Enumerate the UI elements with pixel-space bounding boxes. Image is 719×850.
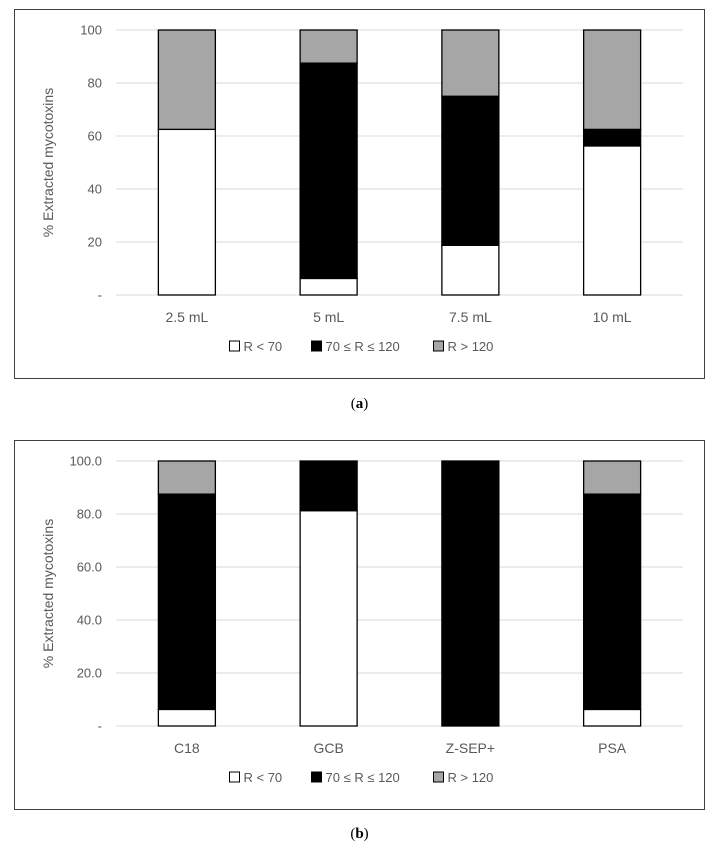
x-tick-label: 5 mL [313, 309, 344, 325]
bar-segment [582, 128, 642, 147]
bar-segment [157, 493, 217, 711]
bar-segment [582, 29, 642, 131]
legend-label: R < 70 [244, 339, 283, 354]
legend-swatch [433, 340, 444, 352]
bar-segment [582, 145, 642, 296]
bar-segment [299, 510, 358, 727]
bar-segment [157, 29, 217, 131]
y-tick-label: 40 [88, 182, 102, 197]
bar-segment [157, 460, 217, 495]
y-tick-label: - [98, 288, 102, 303]
x-tick-label: GCB [313, 740, 343, 756]
legend-swatch [311, 771, 322, 783]
legend-swatch [433, 771, 444, 783]
y-tick-label: 80 [88, 76, 102, 91]
bar-segment [441, 244, 500, 296]
bar-segment [157, 128, 217, 296]
bar-segment [441, 460, 500, 727]
y-tick-label: 80.0 [77, 507, 102, 522]
legend-swatch [229, 340, 240, 352]
bar-segment [299, 460, 358, 512]
bar-segment [441, 95, 500, 246]
x-tick-label: PSA [598, 740, 627, 756]
stacked-bar-chart-a: - 20 40 60 80 100 % Extracted mycotoxins 2.5 mL… [40, 23, 683, 354]
legend-label: R > 120 [448, 339, 494, 354]
legend-label: R > 120 [448, 770, 494, 785]
y-axis-label: % Extracted mycotoxins [40, 519, 56, 668]
caption-a-letter: a [355, 396, 364, 412]
bar-segment [157, 708, 217, 727]
x-tick-label: Z-SEP+ [446, 740, 495, 756]
x-tick-label: 2.5 mL [165, 309, 208, 325]
bar-segment [582, 493, 642, 711]
stacked-bar-chart-b: - 20.0 40.0 60.0 80.0 100.0 % Extracted mycoto… [40, 454, 683, 785]
bar-segment [582, 460, 642, 495]
legend-label: 70 ≤ R ≤ 120 [326, 339, 400, 354]
y-tick-label: 40.0 [77, 613, 102, 628]
y-tick-label: 60.0 [77, 560, 102, 575]
y-axis-label: % Extracted mycotoxins [40, 88, 56, 237]
legend-swatch [311, 340, 322, 352]
y-tick-label: 100.0 [69, 454, 102, 469]
chart-panel-a: - 20 40 60 80 100 % Extracted mycotoxins 2.5 mL… [14, 9, 705, 379]
y-tick-label: 20.0 [77, 666, 102, 681]
legend-label: R < 70 [244, 770, 283, 785]
legend-label: 70 ≤ R ≤ 120 [326, 770, 400, 785]
caption-b-letter: b [355, 826, 364, 842]
bar-segment [299, 62, 358, 280]
bar-segment [582, 708, 642, 727]
y-tick-label: 20 [88, 235, 102, 250]
y-tick-label: - [98, 719, 102, 734]
caption-a: (a) [350, 396, 369, 412]
x-tick-label: 10 mL [593, 309, 632, 325]
y-tick-label: 100 [80, 23, 102, 38]
y-tick-label: 60 [88, 129, 102, 144]
bar-segment [441, 29, 500, 97]
legend-swatch [229, 771, 240, 783]
bar-segment [299, 277, 358, 296]
chart-panel-b: - 20.0 40.0 60.0 80.0 100.0 % Extracted mycoto… [14, 440, 705, 810]
bar-segment [299, 29, 358, 64]
x-tick-label: 7.5 mL [449, 309, 492, 325]
caption-b: (b) [350, 826, 369, 842]
x-tick-label: C18 [174, 740, 200, 756]
